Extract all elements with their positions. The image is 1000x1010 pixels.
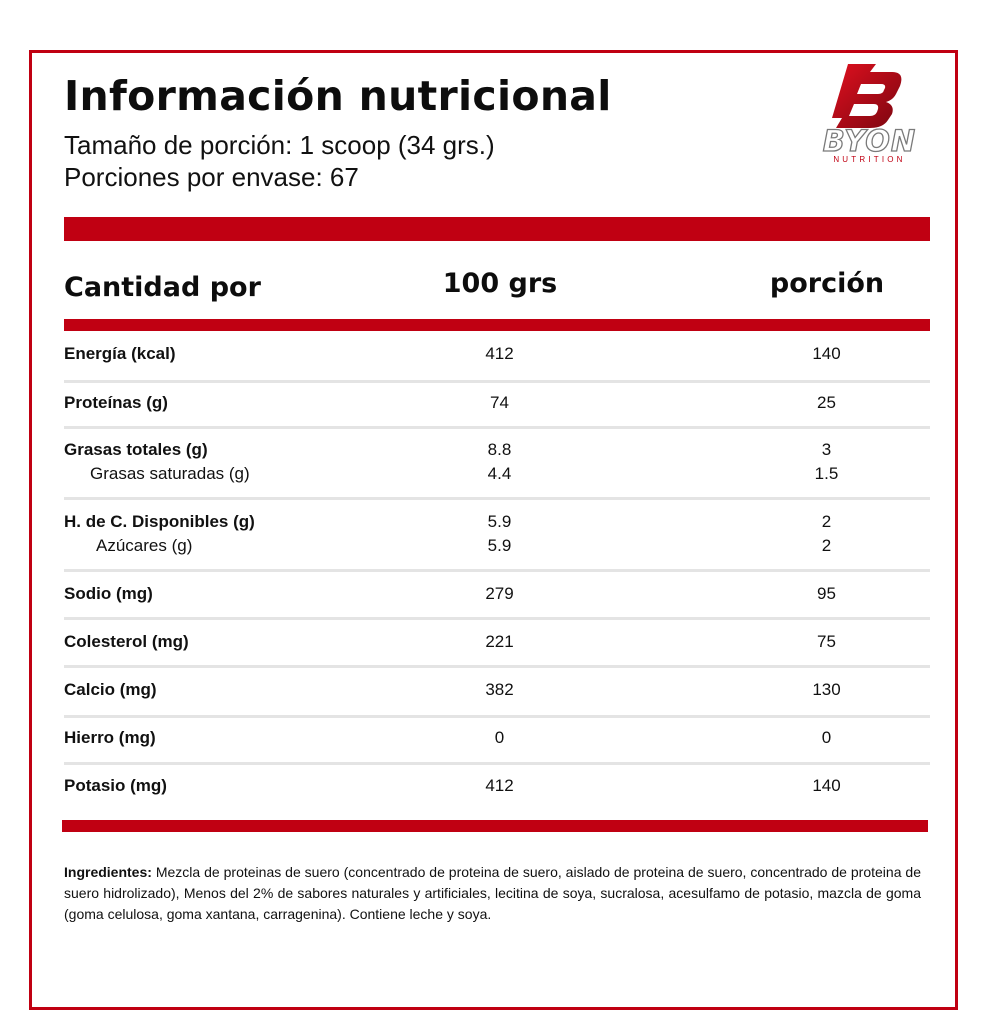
- value-portion: 140: [812, 776, 841, 795]
- value-100g: 5.9: [487, 512, 512, 531]
- value-100g: 221: [485, 632, 514, 651]
- value-portion: 2: [821, 512, 832, 531]
- servings-per-container: Porciones por envase: 67: [64, 162, 359, 192]
- row-divider: [64, 497, 930, 500]
- table-header-100g: 100 grs: [442, 268, 558, 299]
- nutrient-sublabel: Azúcares (g): [96, 536, 193, 555]
- table-header-portion: porción: [769, 268, 885, 299]
- nutrient-label: Colesterol (mg): [64, 632, 189, 651]
- row-divider: [64, 715, 930, 718]
- byon-logo-icon: [832, 64, 902, 128]
- value-portion: 95: [817, 584, 836, 603]
- nutrient-label: Grasas totales (g): [64, 440, 208, 459]
- value-portion: 1.5: [814, 464, 839, 483]
- ingredients-label: Ingredientes:: [64, 864, 152, 880]
- top-divider-bar: [64, 217, 930, 241]
- value-portion: 140: [812, 344, 841, 363]
- nutrient-label: H. de C. Disponibles (g): [64, 512, 255, 531]
- value-100g: 74: [490, 393, 509, 412]
- value-100g: 412: [485, 344, 514, 363]
- row-divider: [64, 665, 930, 668]
- row-divider: [64, 569, 930, 572]
- row-divider: [64, 380, 930, 383]
- nutrient-label: Energía (kcal): [64, 344, 176, 363]
- row-divider: [64, 617, 930, 620]
- value-100g: 4.4: [487, 464, 512, 483]
- nutrient-label: Sodio (mg): [64, 584, 153, 603]
- value-100g: 8.8: [487, 440, 512, 459]
- nutrient-sublabel: Grasas saturadas (g): [90, 464, 250, 483]
- value-100g: 279: [485, 584, 514, 603]
- value-100g: 5.9: [487, 536, 512, 555]
- page-title: Información nutricional: [64, 72, 612, 120]
- row-divider: [64, 426, 930, 429]
- value-portion: 75: [817, 632, 836, 651]
- brand-name: BYON: [822, 123, 917, 158]
- ingredients-list: Mezcla de proteinas de suero (concentrad…: [64, 864, 921, 922]
- value-portion: 2: [821, 536, 832, 555]
- table-header-label: Cantidad por: [64, 272, 261, 303]
- value-portion: 25: [817, 393, 836, 412]
- nutrient-label: Hierro (mg): [64, 728, 156, 747]
- header-divider-bar: [64, 319, 930, 331]
- nutrient-label: Proteínas (g): [64, 393, 168, 412]
- ingredients-text: Ingredientes: Mezcla de proteinas de sue…: [64, 862, 921, 925]
- serving-size: Tamaño de porción: 1 scoop (34 grs.): [64, 130, 495, 160]
- value-100g: 0: [494, 728, 505, 747]
- brand-tagline: NUTRITION: [833, 155, 906, 164]
- value-portion: 130: [812, 680, 841, 699]
- value-100g: 412: [485, 776, 514, 795]
- value-100g: 382: [485, 680, 514, 699]
- value-portion: 3: [821, 440, 832, 459]
- row-divider: [64, 762, 930, 765]
- value-portion: 0: [821, 728, 832, 747]
- nutrient-label: Potasio (mg): [64, 776, 167, 795]
- bottom-divider-bar: [62, 820, 928, 832]
- nutrient-label: Calcio (mg): [64, 680, 157, 699]
